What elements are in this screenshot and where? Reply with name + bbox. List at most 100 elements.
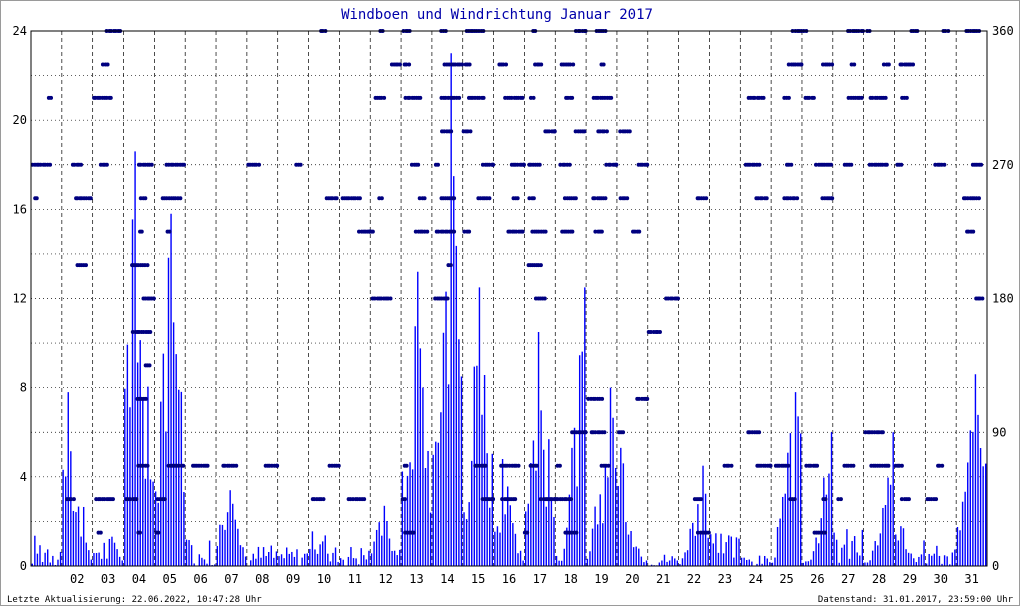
direction-dot: [411, 530, 416, 535]
y2-tick-label: 90: [992, 425, 1006, 439]
direction-dot: [504, 62, 509, 67]
direction-dot: [416, 162, 421, 167]
x-tick-label: 23: [718, 572, 732, 586]
direction-dot: [729, 463, 734, 468]
direction-dot: [807, 95, 812, 100]
direction-dot: [149, 162, 154, 167]
direction-dot: [574, 530, 579, 535]
direction-dot: [537, 162, 542, 167]
direction-dot: [823, 497, 828, 502]
direction-dot: [557, 463, 562, 468]
direction-dot: [108, 95, 113, 100]
direction-dot: [795, 196, 800, 201]
x-tick-label: 13: [409, 572, 423, 586]
x-tick-label: 21: [656, 572, 670, 586]
y2-tick-label: 270: [992, 158, 1014, 172]
direction-dot: [404, 463, 409, 468]
direction-dot: [481, 95, 486, 100]
direction-dot: [764, 196, 769, 201]
direction-dot: [531, 196, 536, 201]
y-tick-label: 12: [13, 292, 27, 306]
direction-dot: [143, 396, 148, 401]
direction-dot: [483, 463, 488, 468]
direction-dot: [69, 497, 74, 502]
direction-dot: [808, 463, 813, 468]
direction-dot: [558, 162, 563, 167]
y-tick-label: 8: [20, 381, 27, 395]
y2-tick-label: 0: [992, 559, 999, 573]
direction-dot: [38, 162, 43, 167]
direction-dot: [552, 129, 557, 134]
direction-dot: [637, 396, 642, 401]
direction-dot: [886, 62, 891, 67]
direction-dot: [625, 196, 630, 201]
x-tick-label: 25: [779, 572, 793, 586]
direction-dot: [357, 229, 362, 234]
direction-dot: [726, 463, 731, 468]
direction-dot: [813, 162, 818, 167]
direction-dot: [538, 263, 543, 268]
direction-dot: [257, 162, 262, 167]
direction-dot: [573, 196, 578, 201]
direction-dot: [899, 497, 904, 502]
direction-dot: [413, 229, 418, 234]
direction-dot: [500, 497, 505, 502]
direction-dot: [515, 196, 520, 201]
direction-dot: [582, 129, 587, 134]
direction-dot: [425, 229, 430, 234]
direction-dot: [757, 430, 762, 435]
direction-dot: [830, 62, 835, 67]
footer-data-status: Datenstand: 31.01.2017, 23:59:00 Uhr: [818, 595, 1014, 605]
direction-dot: [516, 463, 521, 468]
direction-dot: [71, 497, 76, 502]
direction-dot: [900, 62, 905, 67]
direction-dot: [761, 95, 766, 100]
footer-last-update: Letzte Aktualisierung: 22.06.2022, 10:47…: [7, 595, 262, 605]
direction-dot: [627, 129, 632, 134]
direction-dot: [457, 95, 462, 100]
direction-dot: [513, 497, 518, 502]
x-tick-label: 15: [471, 572, 485, 586]
direction-dot: [275, 463, 280, 468]
direction-dot: [460, 62, 465, 67]
direction-dot: [539, 62, 544, 67]
direction-dot: [940, 463, 945, 468]
direction-dot: [698, 497, 703, 502]
direction-dot: [789, 162, 794, 167]
direction-dot: [205, 463, 210, 468]
direction-dot: [156, 530, 161, 535]
direction-dot: [706, 530, 711, 535]
direction-dot: [521, 162, 526, 167]
direction-dot: [881, 62, 886, 67]
direction-dot: [128, 497, 133, 502]
direction-dot: [490, 497, 495, 502]
direction-dot: [614, 162, 619, 167]
direction-dot: [445, 296, 450, 301]
x-tick-label: 11: [348, 572, 362, 586]
direction-dot: [542, 296, 547, 301]
x-tick-label: 30: [934, 572, 948, 586]
direction-dot: [899, 463, 904, 468]
direction-dot: [570, 229, 575, 234]
direction-dot: [675, 296, 680, 301]
x-tick-label: 18: [563, 572, 577, 586]
direction-dot: [637, 229, 642, 234]
direction-dot: [145, 263, 150, 268]
direction-dot: [467, 62, 472, 67]
direction-dot: [648, 329, 653, 334]
y-tick-label: 24: [13, 24, 27, 38]
direction-dot: [520, 229, 525, 234]
direction-dot: [609, 95, 614, 100]
x-tick-label: 07: [224, 572, 238, 586]
direction-dot: [407, 95, 412, 100]
direction-dot: [608, 162, 613, 167]
direction-dot: [490, 162, 495, 167]
direction-dot: [621, 430, 626, 435]
gust-series: [31, 53, 987, 566]
x-tick-label: 05: [163, 572, 177, 586]
direction-dot: [170, 162, 175, 167]
direction-dot: [884, 162, 889, 167]
direction-dot: [370, 229, 375, 234]
direction-dot: [447, 196, 452, 201]
